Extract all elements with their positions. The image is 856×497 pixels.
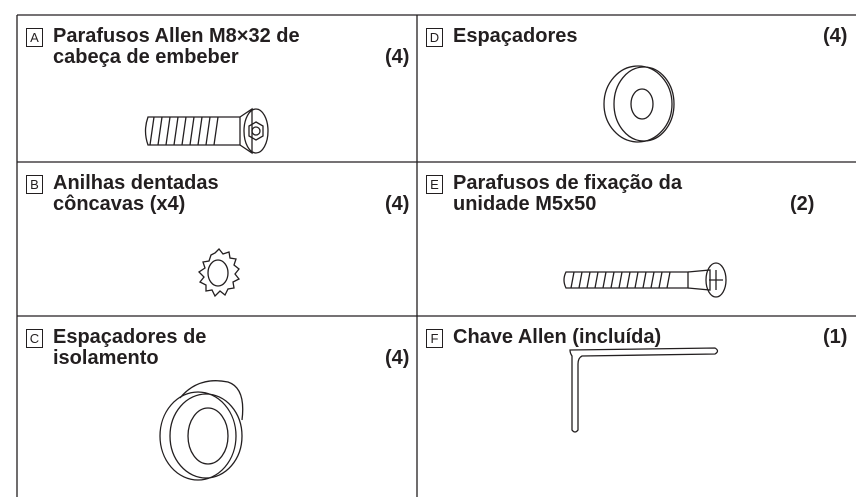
item-name: Anilhas dentadas (53, 172, 219, 194)
item-name: côncavas (x4) (53, 193, 186, 215)
allen-key (569, 347, 719, 433)
insulating-spacer (159, 380, 244, 481)
item-quantity: (4) (385, 347, 410, 369)
countersunk-screw (144, 107, 269, 155)
item-quantity: (4) (385, 193, 410, 215)
item-name: unidade M5x50 (453, 193, 597, 215)
mounting-screw (563, 262, 727, 298)
item-name: Espaçadores de (53, 326, 207, 348)
spacer (603, 65, 675, 143)
item-quantity: (2) (790, 193, 815, 215)
item-name: Parafusos Allen M8×32 de (53, 25, 300, 47)
item-letter: F (426, 329, 443, 348)
item-quantity: (4) (385, 46, 410, 68)
item-name: Chave Allen (incluída) (453, 326, 662, 348)
item-quantity: (1) (823, 326, 848, 348)
item-letter: B (26, 175, 43, 194)
item-name: Parafusos de fixação da (453, 172, 682, 194)
item-letter: E (426, 175, 443, 194)
toothed-washer (197, 248, 241, 298)
item-letter: A (26, 28, 43, 47)
item-name: Espaçadores (453, 25, 578, 47)
item-letter: D (426, 28, 443, 47)
item-name: isolamento (53, 347, 159, 369)
item-quantity: (4) (823, 25, 848, 47)
item-name: cabeça de embeber (53, 46, 239, 68)
item-letter: C (26, 329, 43, 348)
